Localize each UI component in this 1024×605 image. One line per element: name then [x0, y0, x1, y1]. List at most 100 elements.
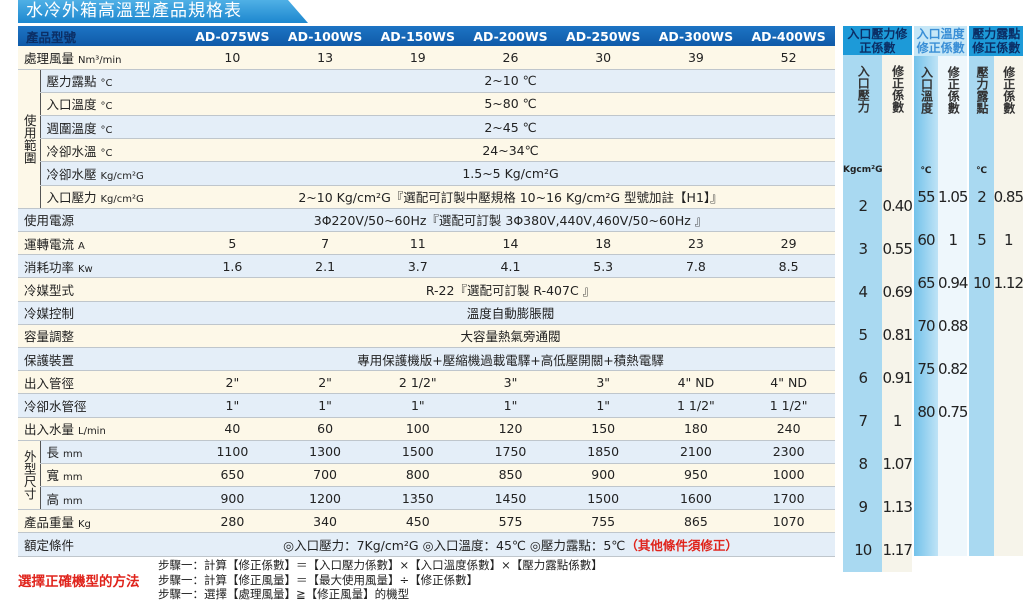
coefficient-value: 1.13: [882, 498, 912, 516]
table-row: 保護裝置 專用保護機版+壓縮機過載電驛+高低壓開關+積熱電驛: [18, 347, 835, 372]
row-unit: mm: [63, 495, 83, 507]
method-title: 選擇正確機型的方法: [18, 574, 140, 590]
cell-value: 1 1/2": [742, 393, 835, 418]
row-unit: Kg/cm²G: [100, 194, 144, 206]
pressure-correction-table: 入口壓力修正係數 入口壓力 Kgcm²G 2 3 4 5 6 7 8 9 10 修正係數 0.40 0.55…: [843, 26, 913, 572]
coefficient-value: 0.94: [938, 274, 968, 292]
table-row: 冷卻水壓 Kg/cm²G 1.5~5 Kg/cm²G: [18, 161, 835, 186]
cell-value: 1.6: [186, 254, 279, 279]
method-steps: 步驟一：計算【修正係數】＝【入口壓力係數】×【入口溫度係數】×【壓力露點係數】 …: [158, 558, 603, 602]
cell-value: 2100: [649, 440, 743, 464]
cell-value: 11: [371, 231, 465, 256]
cell-value: 450: [371, 509, 465, 534]
cell-value: 755: [556, 509, 650, 534]
row-label: 冷卻水壓 Kg/cm²G: [39, 161, 187, 186]
model-header: AD-150WS: [371, 26, 465, 46]
cell-value: 150: [556, 417, 650, 441]
cell-value: 700: [278, 463, 372, 488]
row-label: 冷卻水管徑: [18, 393, 187, 418]
row-label-text: 額定條件: [24, 538, 75, 554]
row-label-text: 壓力露點: [46, 74, 97, 90]
correction-body: 入口溫度 ℃ 55 60 65 70 75 80 修正係數 1.05 1 0.94 0.88 0.82 0.…: [913, 56, 968, 556]
table-row: 運轉電流 A 5 7 11 14 18 23 29: [18, 231, 835, 256]
key-value: 9: [858, 498, 867, 516]
span-text: 2~45 ℃: [484, 119, 537, 135]
table-row: 高 mm 900 1200 1350 1450 1500 1600 1700: [18, 486, 835, 511]
row-label-text: 入口溫度: [46, 97, 97, 113]
span-text: 5~80 ℃: [484, 96, 537, 112]
table-row: 入口溫度 °C 5~80 ℃: [18, 92, 835, 117]
cell-value: 1750: [464, 440, 557, 464]
model-header: AD-075WS: [186, 26, 279, 46]
correction-tables: 入口壓力修正係數 入口壓力 Kgcm²G 2 3 4 5 6 7 8 9 10 修正係數 0.40 0.55…: [843, 26, 1024, 572]
row-label: 週圍溫度 °C: [39, 115, 187, 140]
key-value: 10: [972, 274, 991, 292]
cell-value: 4" ND: [742, 370, 835, 395]
key-value: 70: [917, 317, 935, 335]
value-column: 修正係數 0.40 0.55 0.69 0.81 0.91 1 1.07 1.13 1.17: [882, 55, 913, 572]
table-row: 冷媒型式 R-22『選配可訂製 R-407C 』: [18, 277, 835, 302]
key-label: 入口溫度: [919, 66, 934, 114]
coefficient-value: 0.85: [993, 188, 1024, 206]
row-unit: mm: [63, 449, 83, 461]
span-value: 24~34℃: [186, 138, 835, 163]
row-unit: Nm³/min: [78, 54, 122, 66]
cell-value: 1": [371, 393, 465, 418]
cell-value: 13: [278, 46, 372, 70]
group-label-usage-range: 使用範圍: [18, 69, 40, 209]
key-value: 3: [858, 240, 867, 258]
row-label-text: 冷媒型式: [24, 282, 75, 298]
key-column: 入口壓力 Kgcm²G 2 3 4 5 6 7 8 9 10: [843, 55, 883, 572]
key-unit: ℃: [976, 166, 987, 176]
row-label: 高 mm: [39, 486, 187, 511]
table-row: 使用範圍 壓力露點 °C 2~10 ℃: [18, 69, 835, 209]
cell-value: 340: [278, 509, 372, 534]
key-value: 2: [858, 197, 867, 215]
table-row: 週圍溫度 °C 2~45 ℃: [18, 115, 835, 140]
row-label: 使用電源: [18, 208, 187, 233]
row-label: 冷媒控制: [18, 301, 187, 325]
group-label-dimensions: 外型尺寸: [18, 440, 40, 511]
coefficient-value: 1.07: [882, 455, 912, 473]
cell-value: 1000: [742, 463, 835, 488]
span-text: 3Φ220V/50~60Hz『選配可訂製 3Φ380V,440V,460V/50…: [313, 213, 708, 229]
row-label: 入口壓力 Kg/cm²G: [39, 185, 187, 209]
span-value: 2~10 Kg/cm²G『選配可訂製中壓規格 10~16 Kg/cm²G 型號加…: [186, 185, 835, 209]
step-3: 步驟一：選擇【處理風量】≧【修正風量】的機型: [158, 587, 410, 601]
key-value: 80: [917, 403, 935, 421]
correction-title: 入口壓力修正係數: [843, 26, 912, 55]
coefficient-value: 0.91: [882, 369, 912, 387]
row-label: 運轉電流 A: [18, 231, 187, 256]
page-title: 水冷外箱高溫型產品規格表: [18, 0, 308, 23]
correction-title: 入口溫度修正係數: [913, 26, 968, 56]
cell-value: 3": [556, 370, 650, 395]
row-label: 長 mm: [39, 440, 187, 464]
row-unit: Kw: [78, 263, 93, 275]
cell-value: 1070: [742, 509, 835, 534]
row-label-text: 冷媒控制: [24, 306, 75, 322]
cell-value: 3": [464, 370, 557, 395]
row-label: 寬 mm: [39, 463, 187, 488]
table-row: 出入管徑 2" 2" 2 1/2" 3" 3" 4" ND 4" ND: [18, 370, 835, 395]
table-row: 額定條件 ◎入口壓力：7Kg/cm²G ◎入口溫度：45℃ ◎壓力露點：5℃（其…: [18, 532, 835, 557]
row-label-text: 保護裝置: [24, 352, 75, 368]
key-value: 7: [858, 412, 867, 430]
row-label: 消耗功率 Kw: [18, 254, 187, 279]
cell-value: 1700: [742, 486, 835, 511]
row-unit: °C: [100, 78, 113, 90]
row-unit: °C: [100, 147, 113, 159]
cell-value: 575: [464, 509, 557, 534]
cell-value: 18: [556, 231, 650, 256]
cell-value: 2.1: [278, 254, 372, 279]
table-row: 冷卻水管徑 1" 1" 1" 1" 1" 1 1/2" 1 1/2": [18, 393, 835, 418]
cell-value: 865: [649, 509, 743, 534]
row-label-text: 產品重量: [24, 514, 75, 530]
cell-value: 26: [464, 46, 557, 70]
row-label-text: 冷卻水管徑: [24, 398, 87, 414]
cell-value: 2": [278, 370, 372, 395]
value-label: 修正係數: [946, 66, 961, 114]
cell-value: 1850: [556, 440, 650, 464]
cell-value: 120: [464, 417, 557, 441]
row-label: 冷媒型式: [18, 277, 187, 302]
table-row: 產品重量 Kg 280 340 450 575 755 865 1070: [18, 509, 835, 534]
